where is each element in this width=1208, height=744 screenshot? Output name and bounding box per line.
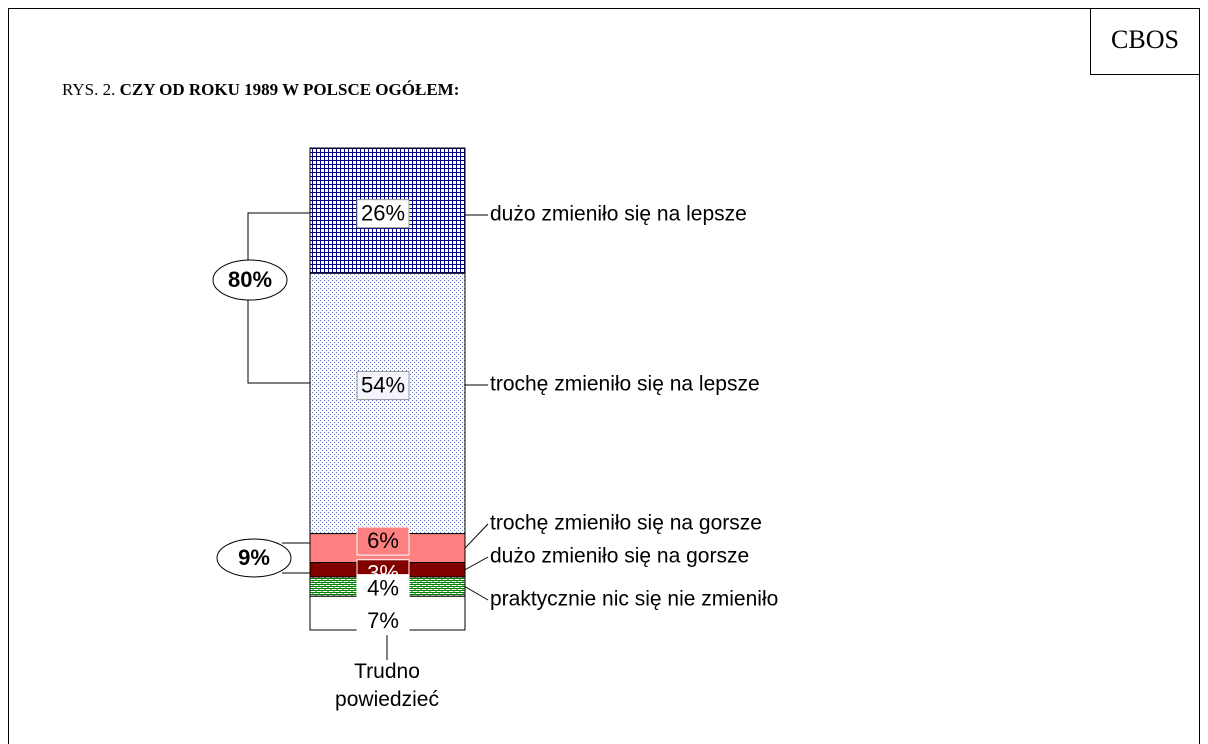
data-label-box xyxy=(356,526,410,556)
category-label: Trudno powiedzieć xyxy=(335,660,439,711)
figure-number: RYS. 2. xyxy=(62,80,115,99)
category-label: praktycznie nic się nie zmieniło xyxy=(490,588,778,611)
annotation: 80% xyxy=(228,267,272,292)
source-box xyxy=(1090,8,1200,75)
data-label: 26% xyxy=(361,200,405,225)
annotation-oval xyxy=(212,259,288,301)
title: CZY OD ROKU 1989 W POLSCE OGÓŁEM: xyxy=(120,80,460,99)
leader-line xyxy=(464,523,489,549)
data-label: 6% xyxy=(367,528,399,553)
data-label-box xyxy=(356,370,410,400)
leader-line xyxy=(464,586,489,601)
data-label-box xyxy=(356,606,410,636)
bar-segment xyxy=(309,272,466,535)
data-label-box xyxy=(356,574,410,604)
frame xyxy=(8,8,1200,744)
data-label: 54% xyxy=(361,372,405,397)
bracket xyxy=(282,542,310,574)
annotation: 9% xyxy=(238,545,270,570)
leader-line xyxy=(464,556,489,571)
data-label: 4% xyxy=(367,575,399,600)
annotation-oval xyxy=(216,538,292,578)
figure-title: RYS. 2. CZY OD ROKU 1989 W POLSCE OGÓŁEM… xyxy=(62,80,459,99)
category-label: trochę zmieniło się na lepsze xyxy=(490,373,760,396)
category-label: dużo zmieniło się na gorsze xyxy=(490,545,749,568)
data-label: 7% xyxy=(367,608,399,633)
category-label: dużo zmieniło się na lepsze xyxy=(490,203,747,226)
source: CBOS xyxy=(1111,25,1179,54)
category-label: trochę zmieniło się na gorsze xyxy=(490,512,762,535)
data-label-box xyxy=(356,199,410,229)
